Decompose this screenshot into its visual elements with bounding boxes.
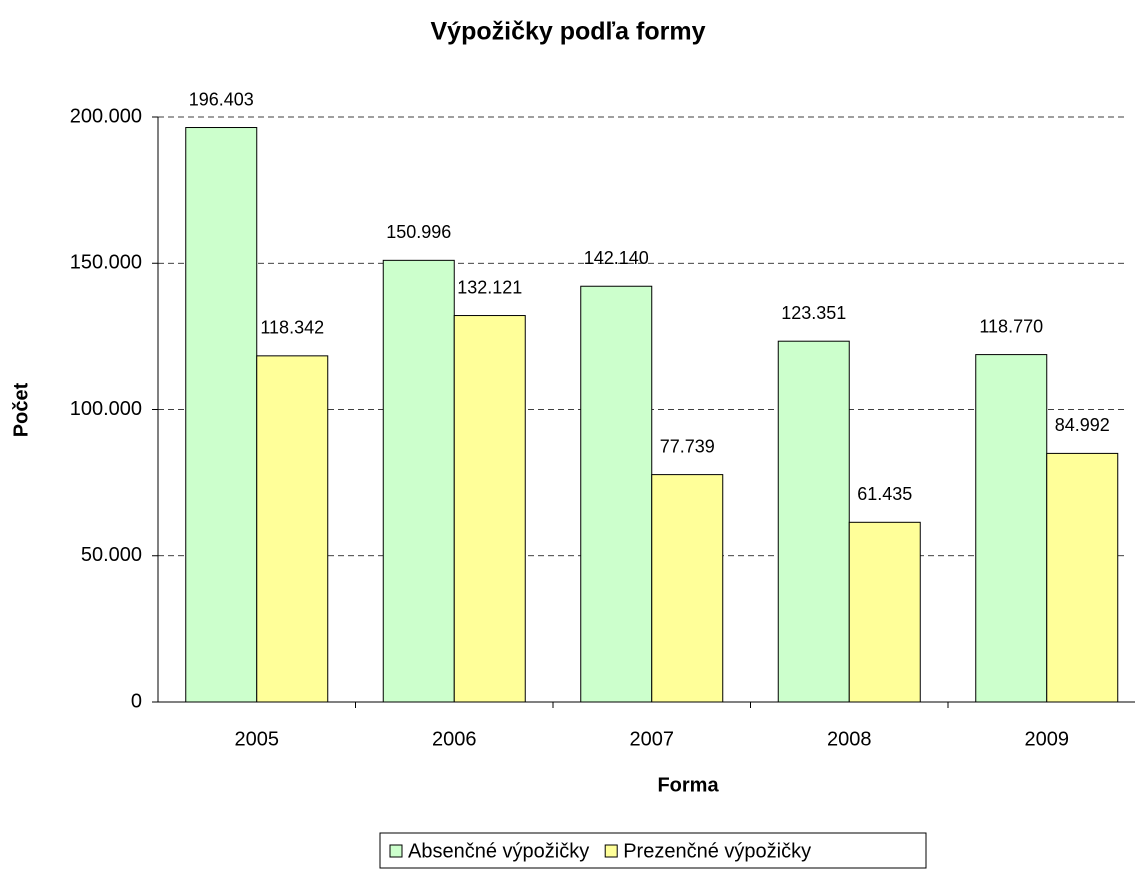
- value-label: 118.770: [979, 316, 1043, 336]
- y-axis-label: Počet: [10, 382, 32, 437]
- bar: [256, 355, 329, 703]
- legend-label: Prezenčné výpožičky: [623, 840, 811, 862]
- bar: [185, 127, 258, 703]
- y-tick-label: 0: [131, 690, 142, 712]
- y-tick-label: 100.000: [70, 398, 142, 420]
- bar: [777, 340, 850, 703]
- y-tick-label: 150.000: [70, 252, 142, 274]
- bar: [453, 315, 526, 703]
- value-label: 196.403: [189, 89, 254, 109]
- x-tick-label: 2006: [432, 728, 477, 750]
- x-axis-label: Forma: [657, 774, 719, 796]
- bar: [580, 285, 653, 703]
- value-label: 61.435: [857, 484, 912, 504]
- value-label: 150.996: [386, 222, 451, 242]
- x-tick-label: 2005: [235, 728, 280, 750]
- legend-swatch: [389, 844, 403, 858]
- bar: [1046, 452, 1119, 703]
- value-label: 123.351: [781, 303, 846, 323]
- legend-label: Absenčné výpožičky: [408, 840, 589, 862]
- y-tick-label: 50.000: [81, 544, 142, 566]
- bar: [651, 474, 724, 703]
- value-label: 84.992: [1055, 415, 1110, 435]
- value-label: 142.140: [584, 248, 649, 268]
- bar: [848, 521, 921, 703]
- value-label: 132.121: [457, 277, 522, 297]
- x-tick-label: 2009: [1025, 728, 1070, 750]
- value-label: 118.342: [260, 318, 324, 338]
- bar: [975, 354, 1048, 703]
- bar: [382, 259, 455, 703]
- x-tick-label: 2008: [827, 728, 872, 750]
- value-label: 77.739: [660, 436, 715, 456]
- legend-swatch: [604, 844, 618, 858]
- y-tick-label: 200.000: [70, 105, 142, 127]
- x-tick-label: 2007: [630, 728, 675, 750]
- legend-box: [379, 832, 927, 869]
- chart-title: Výpožičky podľa formy: [431, 18, 706, 46]
